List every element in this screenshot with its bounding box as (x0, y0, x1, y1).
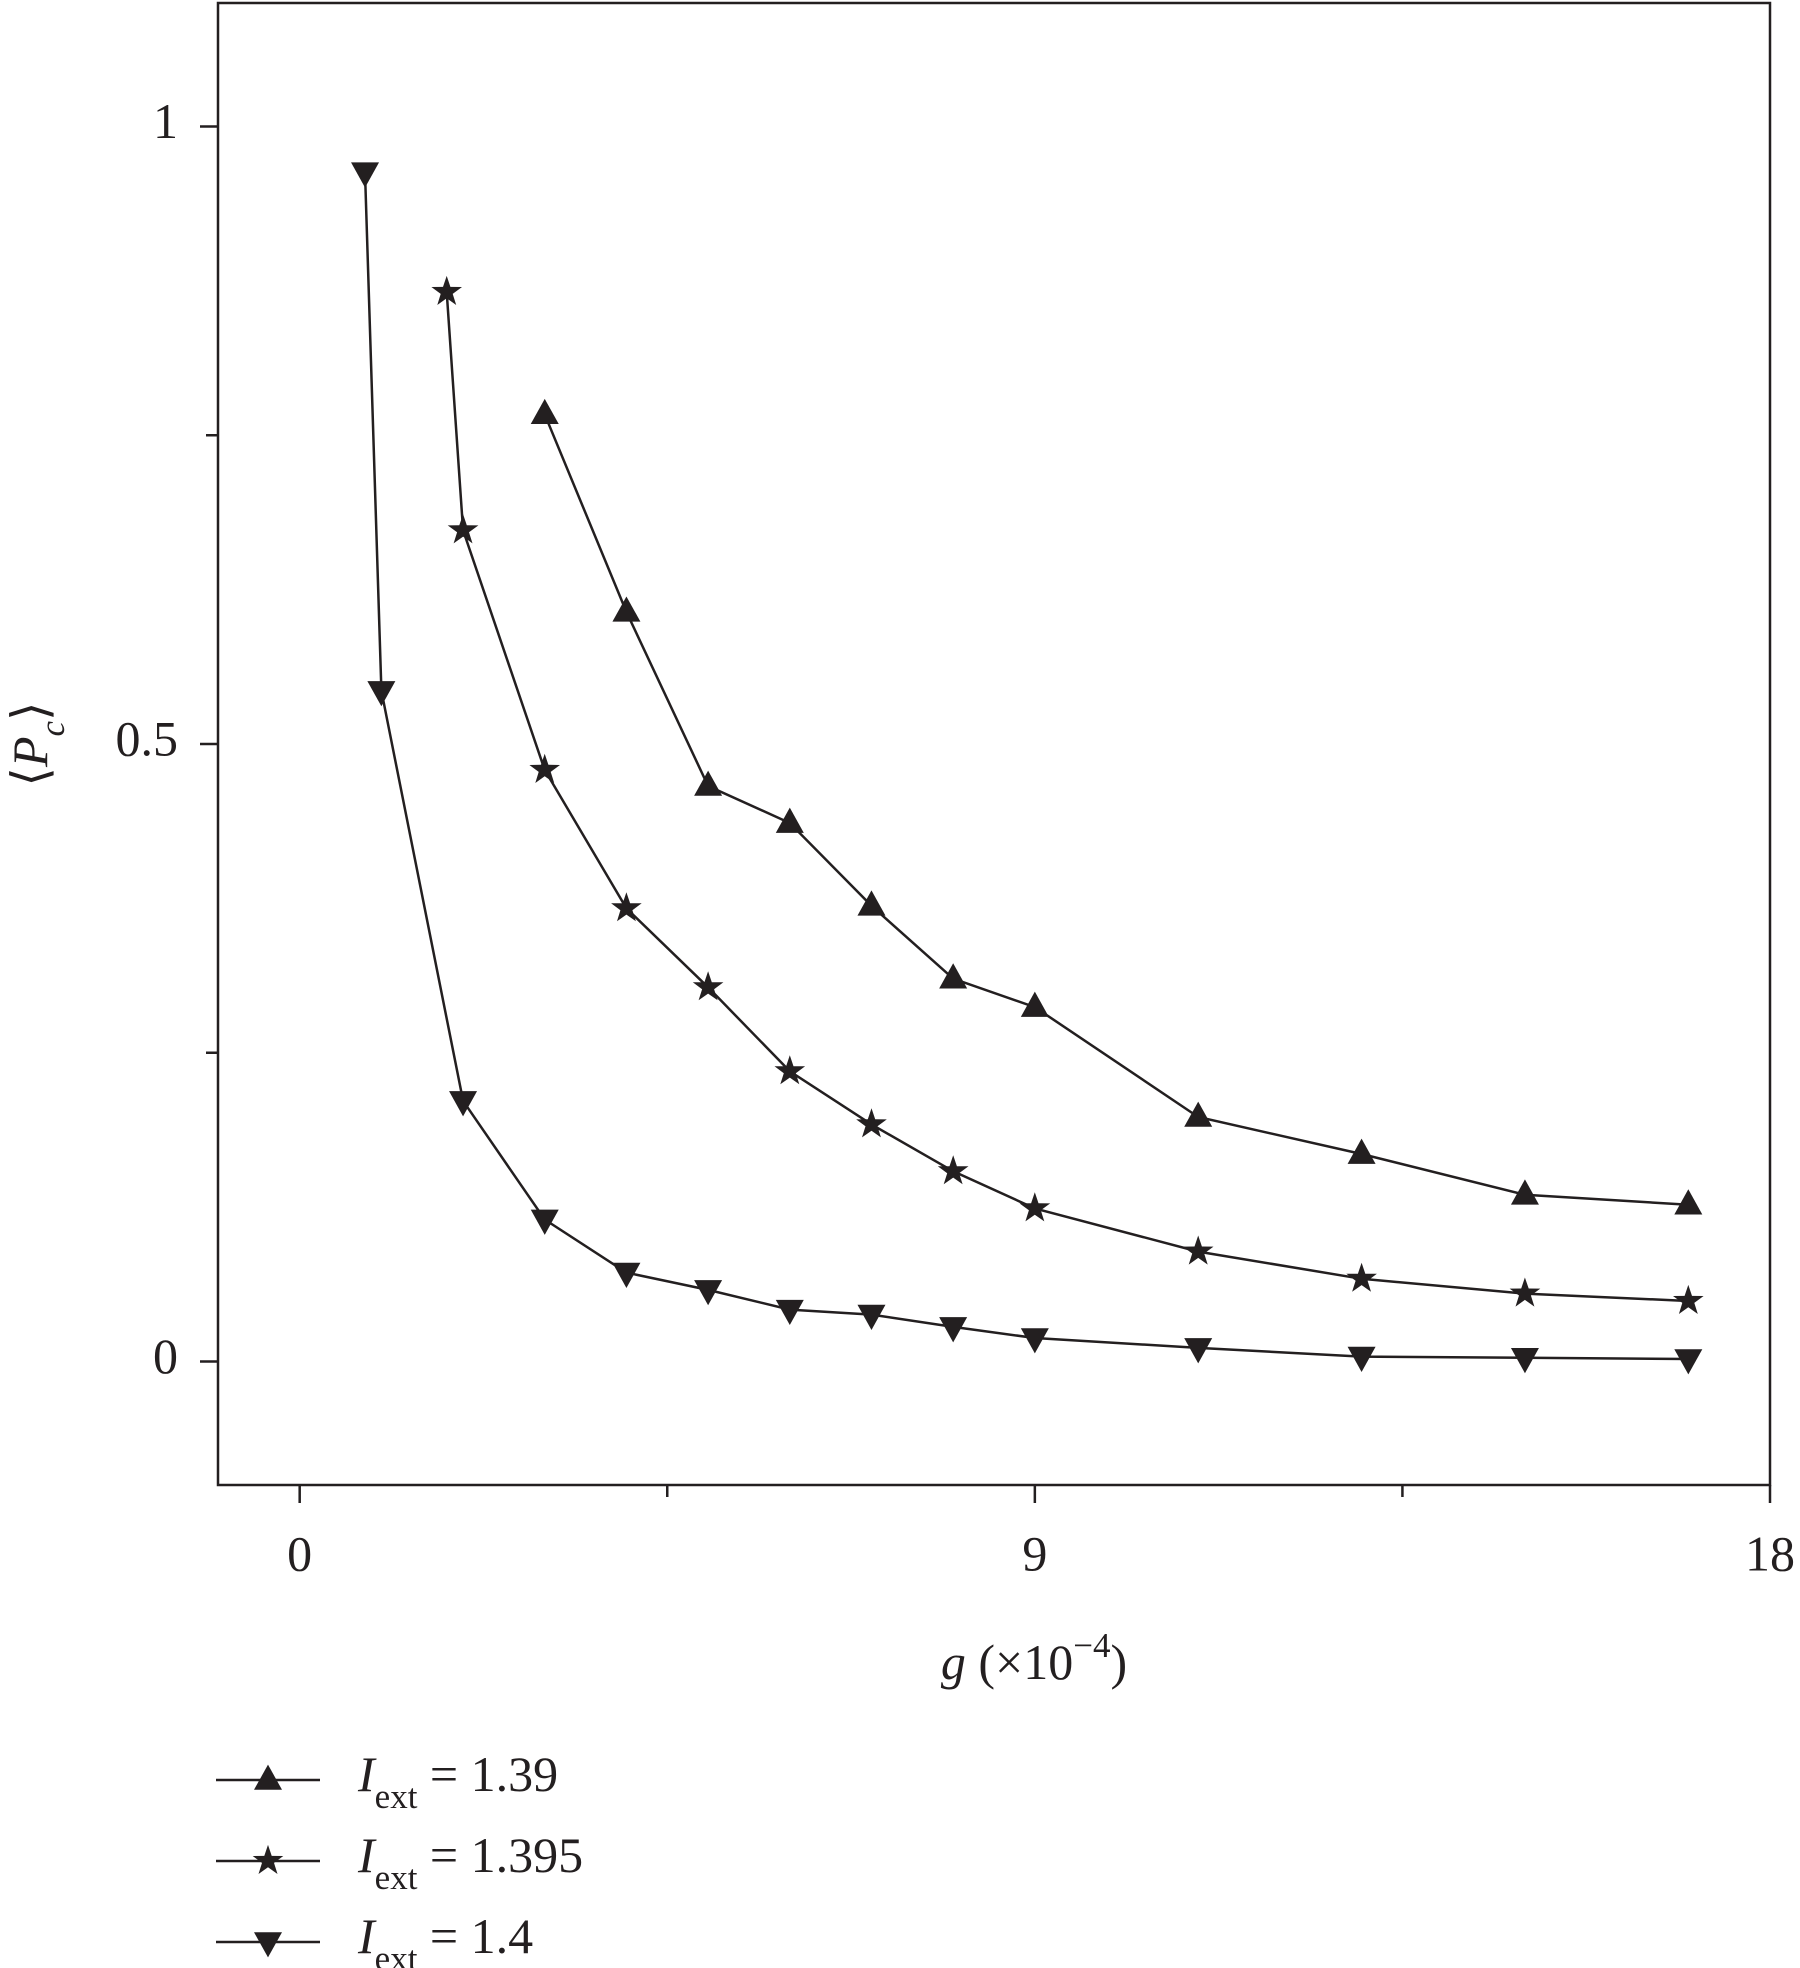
data-point (611, 892, 642, 922)
y-tick-label: 0.5 (116, 710, 179, 766)
data-point (529, 753, 560, 783)
y-tick-label: 0 (153, 1328, 178, 1384)
data-point (857, 890, 886, 916)
legend-marker (254, 1932, 282, 1958)
data-point (1674, 1189, 1703, 1215)
data-point (530, 398, 559, 425)
data-point (1673, 1284, 1704, 1314)
data-point (1184, 1338, 1213, 1364)
series-line (363, 172, 1689, 1361)
data-point (449, 1091, 478, 1117)
data-point (1674, 1349, 1703, 1375)
data-point (857, 1304, 886, 1330)
series-line (445, 291, 1689, 1303)
plot-frame (216, 1, 1772, 1487)
data-point (612, 1262, 641, 1288)
data-point (1347, 1138, 1376, 1164)
x-tick-label: 0 (287, 1525, 312, 1581)
data-point (530, 1209, 559, 1235)
data-point (774, 1055, 806, 1085)
data-point (1184, 1101, 1213, 1127)
data-point (1020, 1328, 1049, 1354)
data-point (612, 596, 641, 622)
data-point (1347, 1346, 1376, 1372)
x-tick-label: 9 (1022, 1525, 1047, 1581)
legend-label: Iext = 1.4 (357, 1908, 533, 1968)
legend-marker (254, 1764, 282, 1790)
data-point (939, 1317, 968, 1343)
data-point (447, 514, 479, 544)
data-point (367, 681, 396, 707)
legend-label: Iext = 1.39 (357, 1746, 558, 1815)
data-point (351, 162, 380, 188)
y-tick-label: 1 (153, 93, 178, 149)
data-point (856, 1108, 887, 1138)
data-point (1510, 1347, 1539, 1374)
data-point (1182, 1235, 1214, 1265)
series-line (543, 413, 1689, 1206)
data-point (775, 1299, 804, 1326)
x-axis-label: g (×10−4) (941, 1626, 1127, 1691)
x-tick-label: 18 (1745, 1525, 1795, 1581)
data-point (1019, 1192, 1051, 1222)
data-point (692, 971, 724, 1001)
y-axis-label: ⟨Pc⟩ (2, 701, 71, 786)
legend-label: Iext = 1.395 (357, 1827, 583, 1896)
data-point (1346, 1262, 1377, 1292)
data-point (937, 1155, 969, 1185)
data-point (431, 275, 462, 305)
data-point (775, 807, 804, 833)
data-point (1510, 1179, 1539, 1205)
data-point (1020, 991, 1049, 1017)
data-point (694, 1280, 723, 1306)
data-point (1509, 1277, 1541, 1307)
data-point (939, 963, 968, 989)
data-point (694, 770, 723, 796)
legend-marker (252, 1844, 284, 1874)
